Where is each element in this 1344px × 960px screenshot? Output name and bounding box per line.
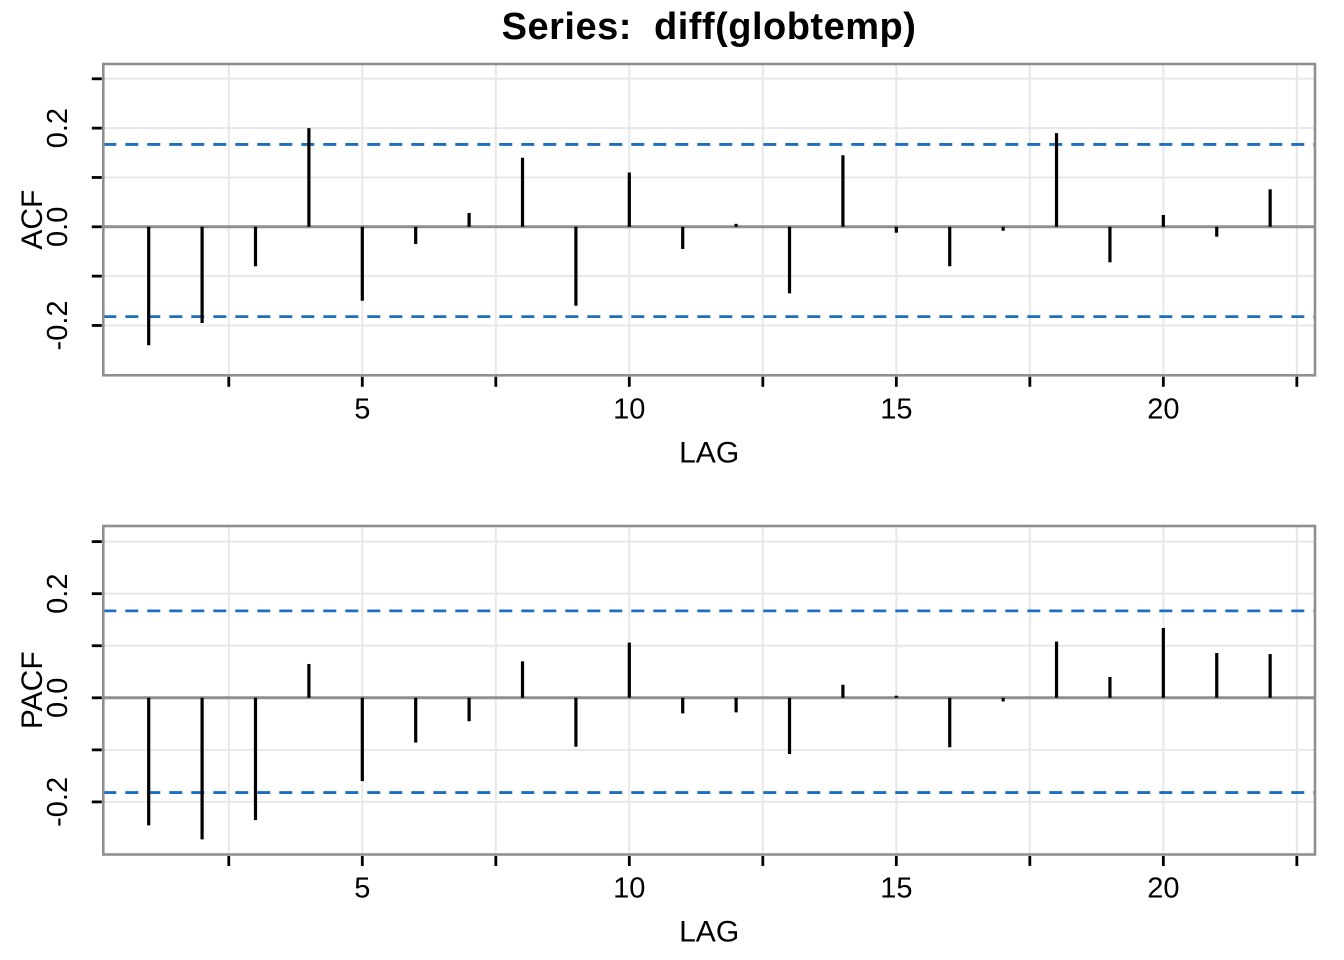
- panel-frame: [102, 524, 1317, 856]
- x-axis-label: LAG: [679, 916, 739, 949]
- panel-frame: [102, 62, 1317, 377]
- y-tick-label: 0.0: [42, 678, 74, 718]
- x-tick-label: 15: [880, 393, 912, 425]
- y-tick-label: 0.0: [42, 207, 74, 247]
- x-tick-label: 10: [613, 873, 645, 905]
- y-tick-label: -0.2: [42, 300, 74, 350]
- x-axis-label: LAG: [679, 436, 739, 469]
- y-tick-label: 0.2: [42, 574, 74, 614]
- chart-title: Series: diff(globtemp): [501, 6, 917, 48]
- x-tick-label: 20: [1147, 873, 1179, 905]
- x-tick-label: 10: [613, 393, 645, 425]
- y-tick-label: -0.2: [42, 777, 74, 827]
- x-tick-label: 5: [354, 393, 370, 425]
- y-tick-label: 0.2: [42, 108, 74, 148]
- y-axis-label: ACF: [16, 190, 49, 250]
- y-axis-label: PACF: [16, 651, 49, 729]
- x-tick-label: 15: [880, 873, 912, 905]
- x-tick-label: 20: [1147, 393, 1179, 425]
- x-tick-label: 5: [354, 873, 370, 905]
